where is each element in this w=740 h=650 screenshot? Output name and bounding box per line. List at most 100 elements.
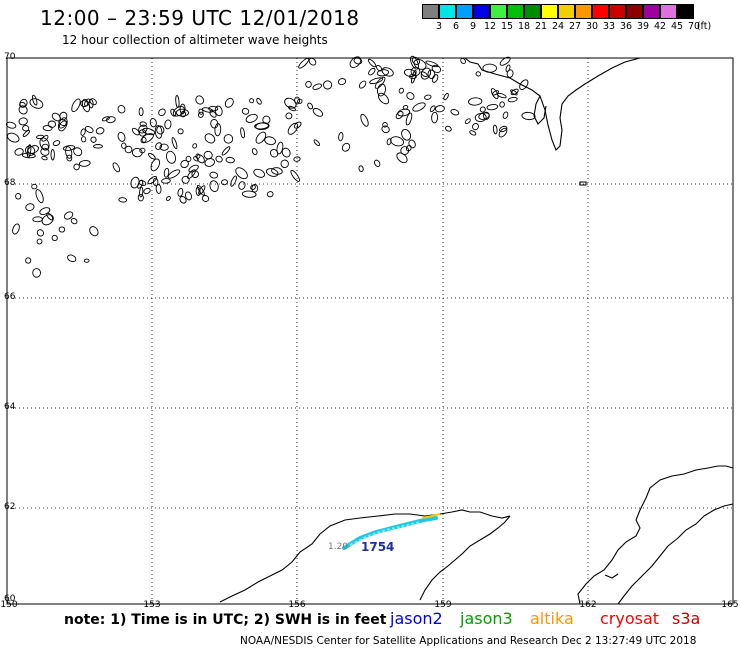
lake-outline (312, 83, 323, 90)
lake-outline (427, 69, 436, 80)
lake-outline (192, 143, 198, 149)
lake-outline (431, 111, 439, 124)
lat-gridlines (7, 183, 733, 509)
lake-outline (305, 80, 312, 88)
lake-outline (150, 158, 161, 172)
lake-outline (499, 101, 505, 108)
lake-outline (83, 258, 90, 263)
lake-outline (137, 179, 144, 189)
lake-outline (425, 60, 439, 68)
lake-outline (254, 122, 269, 130)
lake-outline (475, 71, 482, 77)
lake-outline (195, 95, 205, 105)
legend-swatch-45 (660, 4, 677, 19)
lon-label-156: 156 (288, 600, 306, 610)
lake-outline (18, 105, 28, 115)
lake-outline (35, 189, 44, 204)
lake-outline (195, 186, 201, 196)
lake-outline (166, 196, 171, 201)
lake-outline (167, 169, 181, 179)
lake-outline (377, 83, 386, 97)
arctic-coastline (464, 57, 641, 186)
legend-swatch-36 (609, 4, 626, 19)
lake-outline (58, 226, 66, 233)
lake-outline (251, 148, 258, 156)
lake-outline (221, 146, 231, 156)
lake-outline (155, 142, 163, 150)
lake-outline (434, 105, 445, 113)
lake-outline (256, 97, 262, 105)
lake-outline (131, 147, 143, 158)
lake-outline (6, 132, 20, 143)
legend-swatch-3 (422, 4, 439, 19)
lat-label-66: 66 (4, 292, 16, 302)
lake-outline (358, 80, 367, 89)
legend-swatch-33 (592, 4, 609, 19)
lake-outline (154, 125, 163, 139)
lat-label-62: 62 (4, 502, 16, 512)
lake-outline (210, 118, 219, 129)
legend-label-24: 24 (551, 21, 565, 32)
legend-label-12: 12 (483, 21, 497, 32)
lake-outline (381, 67, 394, 77)
lake-outline (155, 184, 162, 194)
lake-outline (78, 160, 91, 167)
lake-outline (396, 152, 408, 164)
lake-outline (238, 181, 246, 190)
legend-swatch-15 (490, 4, 507, 19)
legend-swatch-6 (439, 4, 456, 19)
lake-outline (240, 127, 246, 139)
lake-outline (197, 111, 204, 118)
lake-outline (161, 178, 171, 184)
lon-label-153: 153 (143, 600, 161, 610)
lake-outline (12, 223, 20, 235)
lake-outline (307, 102, 314, 110)
legend-swatch-24 (541, 4, 558, 19)
lake-outline (172, 106, 185, 117)
lat-label-64: 64 (4, 402, 16, 412)
page-title: 12:00 – 23:59 UTC 12/01/2018 (40, 6, 360, 30)
lake-outline (141, 136, 147, 143)
lake-outline (185, 155, 192, 162)
lake-outline (29, 98, 44, 109)
satellite-altika: altika (530, 609, 574, 628)
legend-label-42: 42 (653, 21, 667, 32)
lake-outline (148, 152, 156, 160)
lake-outline (284, 97, 297, 109)
lake-outline (308, 57, 317, 66)
lake-outline (95, 127, 105, 135)
lake-outline (63, 211, 74, 220)
credit-line: NOAA/NESDIS Center for Satellite Applica… (240, 635, 697, 647)
lake-outline (130, 176, 140, 189)
lake-outline (398, 87, 404, 94)
lake-outline (368, 67, 376, 76)
color-legend: 3 6 9 12 15 18 21 24 27 30 33 36 39 42 45 70 (ft) (422, 4, 711, 35)
lake-outline (142, 127, 156, 136)
lake-outline (472, 123, 479, 131)
lake-outline (424, 94, 432, 100)
lake-outline (165, 150, 177, 164)
lake-outline (175, 108, 189, 117)
lake-outline (271, 167, 283, 175)
lake-outline (80, 128, 86, 136)
lake-outline (506, 69, 514, 78)
lake-outline (313, 139, 321, 147)
lon-label-150: 150 (0, 600, 18, 610)
lake-outline (411, 69, 417, 84)
lake-outline (90, 136, 97, 143)
lake-outline (65, 146, 73, 159)
lake-outline (156, 125, 165, 135)
lake-outline (25, 257, 32, 264)
lake-outline (101, 116, 110, 122)
lake-outline (230, 175, 237, 187)
legend-label-30: 30 (585, 21, 599, 32)
legend-label-45: 45 (670, 21, 684, 32)
lake-outline (341, 142, 351, 152)
lake-outline (26, 144, 32, 158)
lake-outline (204, 133, 216, 144)
lake-outline (255, 131, 267, 144)
lake-outline (84, 125, 94, 134)
legend-label-33: 33 (602, 21, 616, 32)
lake-outline (209, 171, 219, 179)
